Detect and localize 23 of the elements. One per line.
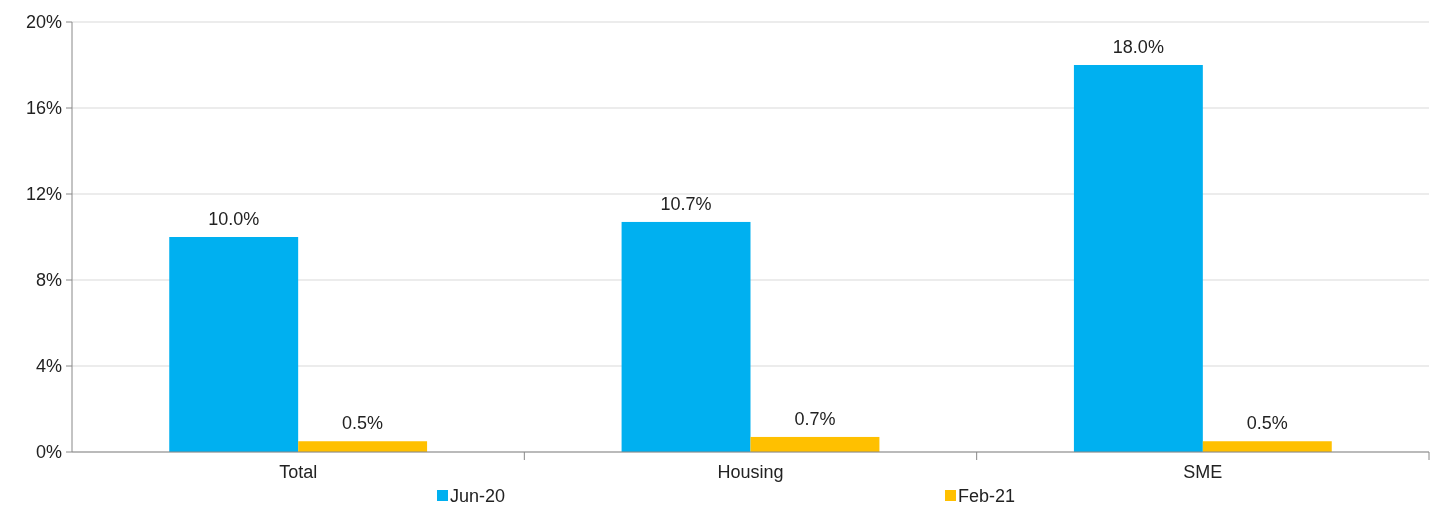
y-tick-label: 8% <box>35 270 62 291</box>
bar <box>750 436 880 452</box>
data-label: 10.0% <box>208 209 260 229</box>
data-label: 0.7% <box>794 408 836 429</box>
data-label: 0.5% <box>1246 413 1288 434</box>
x-tick-label: Housing <box>717 462 784 482</box>
bar <box>621 221 751 452</box>
bar <box>169 237 299 452</box>
y-tick-label: 0% <box>35 442 62 463</box>
y-tick-label: 4% <box>35 356 62 377</box>
bar <box>298 441 428 452</box>
data-label: 18.0% <box>1112 37 1164 57</box>
data-label: 10.7% <box>660 193 712 214</box>
bar <box>1202 441 1332 452</box>
y-tick-label: 16% <box>25 98 62 119</box>
legend-label: Jun-20 <box>450 486 506 507</box>
legend-label: Feb-21 <box>958 486 1016 507</box>
x-tick-label: Total <box>279 462 318 482</box>
x-tick-label: SME <box>1183 462 1223 482</box>
bar <box>1073 65 1203 452</box>
y-tick-label: 12% <box>25 184 62 205</box>
y-tick-label: 20% <box>25 12 62 33</box>
data-label: 0.5% <box>342 413 384 434</box>
